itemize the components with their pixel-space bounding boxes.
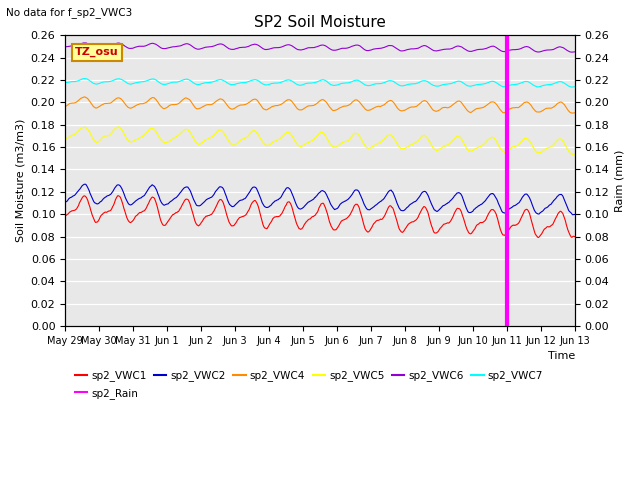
- sp2_VWC2: [124, 199, 131, 205]
- sp2_VWC6: [61, 44, 69, 49]
- sp2_VWC5: [61, 136, 69, 142]
- sp2_VWC5: [397, 146, 405, 152]
- sp2_VWC6: [571, 49, 579, 55]
- sp2_VWC2: [397, 207, 405, 213]
- sp2_VWC2: [175, 191, 183, 197]
- sp2_VWC4: [571, 110, 579, 116]
- sp2_VWC7: [571, 84, 579, 90]
- sp2_VWC7: [70, 79, 78, 84]
- Line: sp2_VWC7: sp2_VWC7: [65, 79, 575, 87]
- sp2_VWC6: [81, 40, 88, 46]
- sp2_VWC1: [534, 235, 542, 240]
- sp2_VWC4: [175, 100, 183, 106]
- sp2_VWC1: [115, 193, 122, 199]
- sp2_VWC6: [397, 48, 405, 54]
- sp2_VWC4: [202, 102, 210, 108]
- sp2_VWC7: [383, 79, 390, 84]
- sp2_VWC4: [383, 100, 390, 106]
- sp2_VWC5: [202, 137, 210, 143]
- sp2_VWC5: [115, 124, 122, 130]
- sp2_VWC2: [202, 197, 210, 203]
- sp2_VWC1: [175, 207, 183, 213]
- sp2_VWC7: [124, 81, 131, 86]
- sp2_VWC6: [383, 44, 390, 49]
- sp2_VWC7: [175, 79, 183, 84]
- sp2_VWC7: [202, 80, 210, 85]
- sp2_VWC2: [61, 199, 69, 205]
- Line: sp2_VWC2: sp2_VWC2: [65, 184, 575, 215]
- Line: sp2_VWC6: sp2_VWC6: [65, 43, 575, 52]
- sp2_VWC4: [569, 110, 577, 116]
- Line: sp2_VWC5: sp2_VWC5: [65, 127, 575, 155]
- Legend: sp2_Rain: sp2_Rain: [70, 384, 142, 403]
- sp2_VWC7: [61, 80, 69, 85]
- sp2_VWC2: [571, 212, 579, 217]
- sp2_VWC6: [568, 49, 576, 55]
- sp2_VWC4: [70, 100, 78, 106]
- sp2_VWC4: [124, 104, 131, 109]
- sp2_VWC2: [383, 192, 390, 198]
- sp2_VWC2: [70, 192, 78, 198]
- sp2_VWC7: [397, 83, 405, 89]
- sp2_VWC1: [124, 216, 131, 222]
- sp2_VWC4: [81, 94, 88, 100]
- sp2_VWC5: [70, 132, 78, 137]
- sp2_VWC7: [81, 76, 89, 82]
- sp2_VWC6: [70, 43, 78, 48]
- Text: No data for f_sp2_VWC3: No data for f_sp2_VWC3: [6, 7, 132, 18]
- Title: SP2 Soil Moisture: SP2 Soil Moisture: [254, 15, 386, 30]
- sp2_VWC1: [571, 234, 579, 240]
- sp2_VWC5: [124, 137, 131, 143]
- X-axis label: Time: Time: [548, 351, 575, 361]
- sp2_VWC1: [70, 207, 78, 213]
- Y-axis label: Soil Moisture (m3/m3): Soil Moisture (m3/m3): [15, 119, 25, 242]
- sp2_VWC6: [175, 43, 183, 49]
- sp2_VWC5: [175, 132, 183, 137]
- sp2_VWC1: [61, 213, 69, 218]
- sp2_VWC7: [568, 84, 576, 90]
- sp2_VWC5: [571, 151, 579, 156]
- Y-axis label: Raim (mm): Raim (mm): [615, 149, 625, 212]
- sp2_VWC2: [569, 212, 577, 217]
- sp2_VWC6: [202, 44, 210, 50]
- sp2_VWC1: [383, 209, 390, 215]
- sp2_VWC1: [202, 213, 210, 219]
- sp2_VWC4: [61, 103, 69, 109]
- sp2_VWC5: [383, 134, 390, 140]
- sp2_VWC2: [81, 181, 89, 187]
- sp2_VWC6: [124, 45, 131, 50]
- sp2_VWC4: [397, 108, 405, 114]
- sp2_VWC5: [569, 152, 577, 157]
- Line: sp2_VWC1: sp2_VWC1: [65, 196, 575, 238]
- Text: TZ_osu: TZ_osu: [76, 47, 119, 57]
- sp2_VWC1: [397, 229, 405, 235]
- Line: sp2_VWC4: sp2_VWC4: [65, 97, 575, 113]
